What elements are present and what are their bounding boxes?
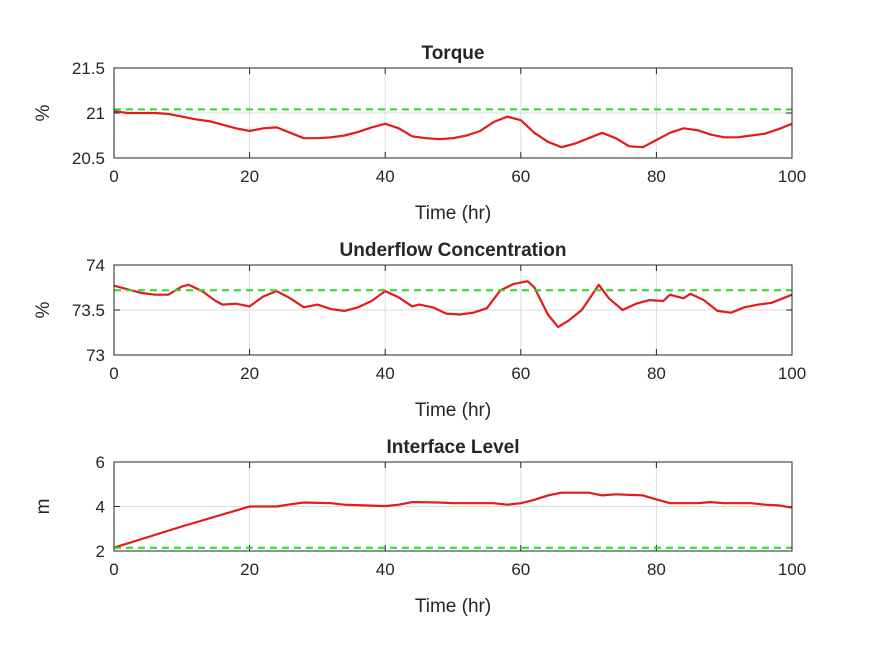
y-tick-label: 21 (86, 104, 105, 123)
axes-frame (113, 264, 793, 356)
y-axis-label: % (33, 104, 54, 121)
x-tick-label: 40 (376, 560, 395, 579)
y-tick-label: 4 (96, 498, 105, 517)
x-axis-label: Time (hr) (415, 203, 491, 224)
y-tick-label: 20.5 (72, 149, 105, 168)
y-tick-label: 74 (86, 256, 105, 275)
y-tick-label: 6 (96, 453, 105, 472)
x-tick-label: 20 (240, 167, 259, 186)
measured-line (113, 110, 793, 149)
y-axis-label: % (33, 301, 54, 318)
y-tick-label: 2 (96, 542, 105, 561)
x-axis-label: Time (hr) (415, 596, 491, 617)
x-tick-label: 100 (778, 364, 806, 383)
x-tick-label: 100 (778, 167, 806, 186)
x-tick-label: 20 (240, 560, 259, 579)
y-tick-label: 73.5 (72, 301, 105, 320)
subplot-2: 0 20 40 60 80 100 73 73.5 74 Underflow Concentrat… (33, 240, 806, 421)
x-tick-label: 0 (109, 364, 118, 383)
subplot-3: 0 20 40 60 80 100 2 4 6 Interface Level Time (hr) m (33, 437, 806, 617)
measured-line (113, 280, 793, 329)
subplot-1: 0 20 40 60 80 100 20.5 21 21.5 Torque Time (hr)% (33, 43, 806, 224)
x-tick-label: 80 (647, 364, 666, 383)
axes-frame (113, 461, 793, 552)
y-axis-label: m (33, 499, 54, 515)
axes-frame (113, 67, 793, 159)
x-tick-label: 20 (240, 364, 259, 383)
x-tick-label: 80 (647, 560, 666, 579)
x-tick-label: 40 (376, 364, 395, 383)
x-tick-label: 100 (778, 560, 806, 579)
x-tick-label: 80 (647, 167, 666, 186)
x-tick-label: 60 (511, 364, 530, 383)
x-tick-label: 0 (109, 167, 118, 186)
x-tick-label: 60 (511, 167, 530, 186)
x-axis-label: Time (hr) (415, 400, 491, 421)
x-tick-label: 40 (376, 167, 395, 186)
y-tick-label: 73 (86, 346, 105, 365)
chart-title: Torque (422, 43, 485, 64)
y-tick-label: 21.5 (72, 59, 105, 78)
x-tick-label: 60 (511, 560, 530, 579)
chart-title: Underflow Concentration (340, 240, 567, 261)
chart-title: Interface Level (386, 437, 519, 458)
x-tick-label: 0 (109, 560, 118, 579)
measured-line (113, 491, 793, 549)
